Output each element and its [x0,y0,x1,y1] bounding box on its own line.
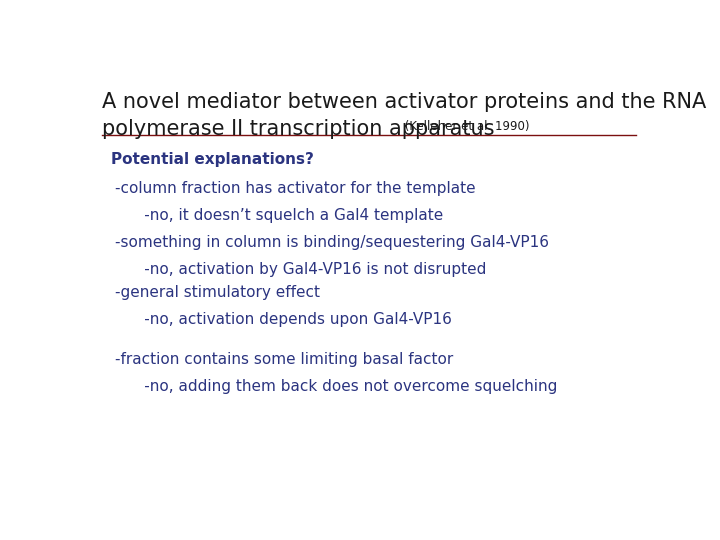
Text: -column fraction has activator for the template: -column fraction has activator for the t… [114,181,475,196]
Text: A novel mediator between activator proteins and the RNA: A novel mediator between activator prote… [102,92,706,112]
Text: -no, adding them back does not overcome squelching: -no, adding them back does not overcome … [114,379,557,394]
Text: Potential explanations?: Potential explanations? [111,152,313,167]
Text: -no, activation by Gal4-VP16 is not disrupted: -no, activation by Gal4-VP16 is not disr… [114,262,486,278]
Text: polymerase II transcription apparatus: polymerase II transcription apparatus [102,119,495,139]
Text: -no, it doesn’t squelch a Gal4 template: -no, it doesn’t squelch a Gal4 template [114,208,443,223]
Text: -fraction contains some limiting basal factor: -fraction contains some limiting basal f… [114,352,453,367]
Text: -general stimulatory effect: -general stimulatory effect [114,285,320,300]
Text: -no, activation depends upon Gal4-VP16: -no, activation depends upon Gal4-VP16 [114,312,451,327]
Text: -something in column is binding/sequestering Gal4-VP16: -something in column is binding/sequeste… [114,235,549,250]
Text: (Kelleher et al. 1990): (Kelleher et al. 1990) [401,120,530,133]
